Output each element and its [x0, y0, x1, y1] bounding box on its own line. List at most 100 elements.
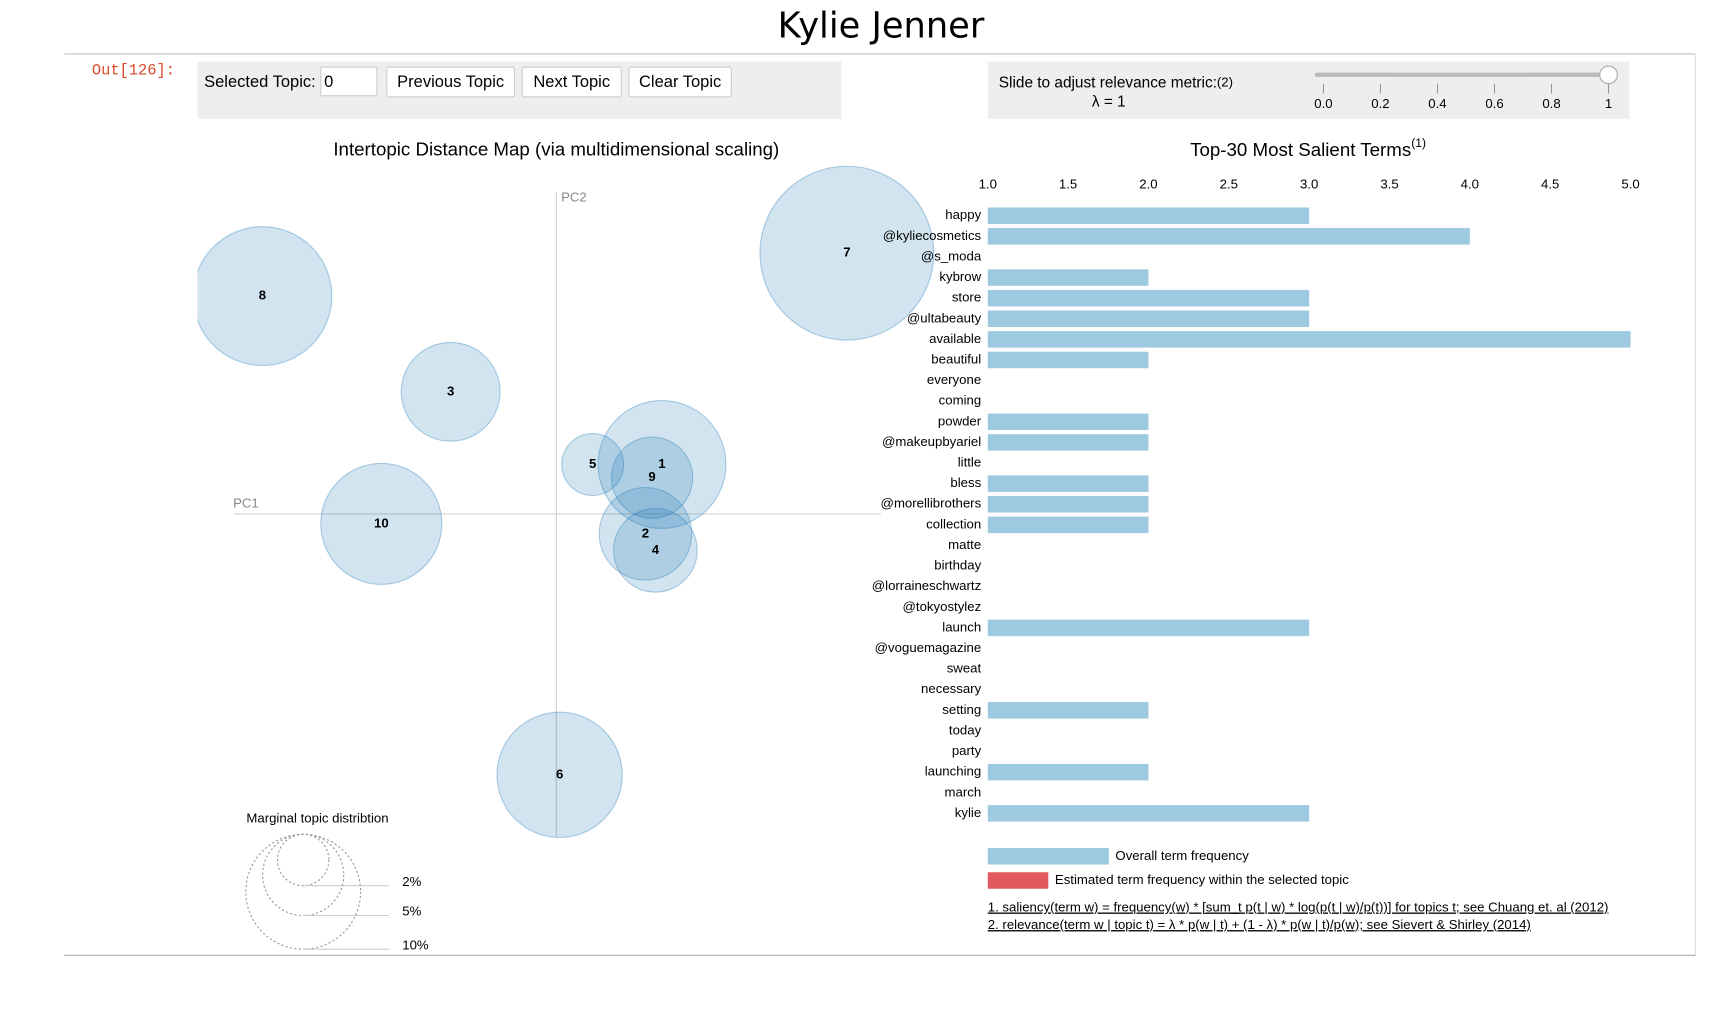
topic-label: 10 — [374, 515, 389, 530]
page-title: Kylie Jenner — [778, 6, 985, 47]
x-tick-label: 4.0 — [1461, 176, 1479, 191]
term-label[interactable]: coming — [939, 393, 982, 408]
footnote[interactable]: 2. relevance(term w | topic t) = λ * p(w… — [988, 917, 1531, 932]
lambda-label: λ = 1 — [1092, 93, 1126, 110]
term-label[interactable]: birthday — [934, 558, 981, 573]
topic-bubble[interactable] — [320, 462, 443, 585]
term-label[interactable]: @s_moda — [921, 248, 982, 263]
slider-tick-label: 0.6 — [1485, 96, 1503, 111]
term-label[interactable]: @lorraineschwartz — [872, 578, 981, 593]
topic-label: 8 — [259, 288, 266, 303]
term-label[interactable]: everyone — [927, 372, 981, 387]
map-title: Intertopic Distance Map (via multidimens… — [333, 139, 779, 160]
term-label[interactable]: today — [949, 722, 982, 737]
term-label[interactable]: @ultabeauty — [907, 310, 982, 325]
y-axis-label: PC2 — [561, 190, 587, 205]
button[interactable]: Clear Topic — [628, 66, 732, 98]
slider-tick-label: 0.0 — [1314, 96, 1332, 111]
term-label[interactable]: powder — [938, 413, 982, 428]
slider-track[interactable] — [1314, 72, 1610, 78]
term-label[interactable]: sweat — [947, 661, 982, 676]
topic-bubble[interactable] — [759, 165, 935, 341]
x-axis-label: PC1 — [233, 496, 259, 511]
topic-bubble[interactable] — [597, 399, 727, 529]
term-label[interactable]: @voguemagazine — [875, 640, 982, 655]
button[interactable]: Next Topic — [521, 66, 622, 98]
slider-knob[interactable] — [1599, 65, 1618, 85]
controls-panel — [197, 61, 842, 119]
term-label[interactable]: @kyliecosmetics — [883, 228, 982, 243]
term-label[interactable]: setting — [942, 702, 981, 717]
bar[interactable] — [987, 351, 1149, 369]
term-label[interactable]: @makeupbyariel — [882, 434, 981, 449]
term-label[interactable]: launching — [925, 764, 981, 779]
bar[interactable] — [987, 702, 1149, 719]
term-label[interactable]: march — [945, 784, 982, 799]
bar[interactable] — [987, 495, 1149, 513]
bar[interactable] — [987, 228, 1470, 245]
topic-bubble[interactable] — [193, 226, 333, 366]
x-tick-label: 3.5 — [1380, 176, 1398, 191]
button-label: Next Topic — [533, 73, 610, 91]
topic-input[interactable] — [320, 66, 378, 97]
bar[interactable] — [987, 475, 1149, 492]
slider-tick-label: 0.8 — [1542, 96, 1560, 111]
size-legend-title: Marginal topic distribtion — [246, 810, 388, 825]
topic-label: 2 — [642, 525, 649, 540]
term-label[interactable]: @morellibrothers — [881, 496, 982, 511]
term-label[interactable]: matte — [948, 537, 981, 552]
size-legend-circle — [262, 833, 345, 917]
bar[interactable] — [987, 207, 1310, 224]
topic-bubble[interactable] — [598, 486, 693, 581]
bar[interactable] — [987, 516, 1149, 534]
topic-label: 4 — [652, 542, 660, 557]
term-label[interactable]: kybrow — [939, 269, 981, 284]
topic-bubble[interactable] — [610, 436, 694, 519]
term-label[interactable]: @tokyostylez — [903, 599, 982, 614]
size-legend-label: 5% — [402, 904, 421, 919]
term-label[interactable]: collection — [926, 516, 981, 531]
term-label[interactable]: bless — [950, 475, 981, 490]
x-tick-label: 1.5 — [1059, 176, 1077, 191]
bar[interactable] — [987, 310, 1310, 328]
bar[interactable] — [987, 269, 1149, 286]
topic-bubble[interactable] — [613, 507, 698, 593]
x-tick-label: 2.5 — [1220, 176, 1238, 191]
term-label[interactable]: available — [929, 331, 981, 346]
legend-swatch — [987, 848, 1109, 865]
term-label[interactable]: necessary — [921, 681, 982, 696]
term-label[interactable]: beautiful — [931, 351, 981, 366]
bar[interactable] — [987, 289, 1310, 307]
term-label[interactable]: little — [958, 455, 981, 470]
topic-label: 6 — [556, 766, 563, 781]
bar[interactable] — [987, 413, 1149, 431]
footnote[interactable]: 1. saliency(term w) = frequency(w) * [su… — [988, 900, 1609, 915]
topic-bubble[interactable] — [400, 341, 501, 442]
topic-label: 3 — [447, 383, 454, 398]
button-face — [628, 66, 732, 98]
x-tick-label: 2.0 — [1139, 176, 1157, 191]
slider-tick-label: 1 — [1605, 96, 1612, 111]
term-label[interactable]: store — [952, 290, 981, 305]
x-tick-label: 3.0 — [1300, 176, 1318, 191]
topic-label: 9 — [648, 469, 655, 484]
bar[interactable] — [987, 619, 1310, 637]
bar[interactable] — [987, 805, 1310, 822]
topic-bubble[interactable] — [561, 432, 625, 496]
term-label[interactable]: happy — [945, 207, 981, 222]
legend-swatch — [987, 872, 1049, 889]
button[interactable]: Previous Topic — [386, 66, 516, 98]
bar[interactable] — [987, 434, 1149, 451]
bar[interactable] — [987, 763, 1149, 781]
term-label[interactable]: party — [952, 743, 982, 758]
term-label[interactable]: kylie — [955, 805, 981, 820]
term-label[interactable]: launch — [942, 619, 981, 634]
bar[interactable] — [987, 331, 1631, 348]
topic-bubble[interactable] — [496, 711, 623, 839]
slider-panel — [987, 61, 1630, 119]
bubbles — [193, 165, 935, 839]
button-label: Clear Topic — [639, 73, 721, 91]
bar-title-note: (1) — [1411, 136, 1426, 150]
